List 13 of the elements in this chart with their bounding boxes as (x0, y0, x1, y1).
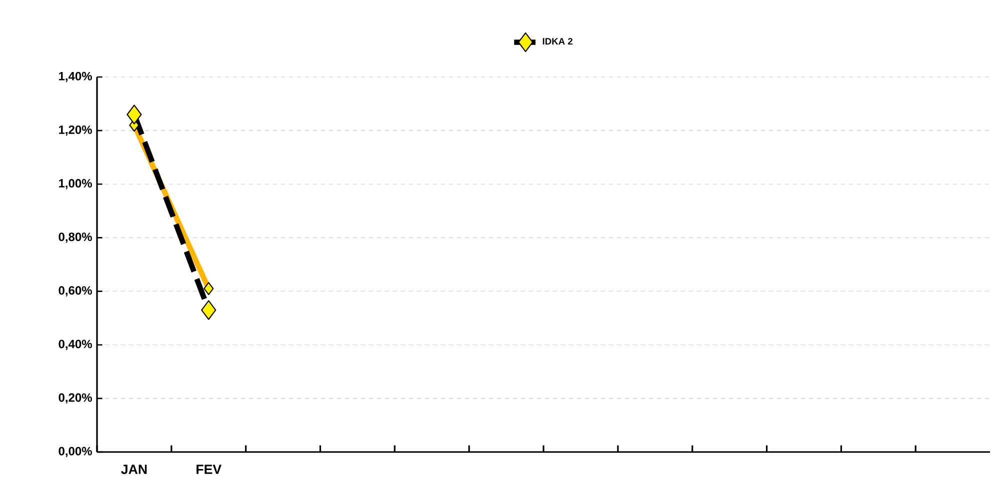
y-tick-label: 0,60% (58, 286, 92, 296)
y-tick-label: 1,20% (59, 125, 92, 136)
legend-label: IDKA 2 (542, 38, 572, 44)
x-tick-label: FEV (196, 464, 222, 474)
y-tick-label: 0,20% (58, 393, 92, 404)
point (126, 104, 142, 124)
x-tick-label: JAN (121, 464, 147, 474)
y-tick-label: 0,40% (58, 340, 92, 350)
y-tick-label: 0,80% (58, 232, 92, 243)
y-tick-label: 0,00% (58, 446, 92, 458)
y-tick-label: 1,40% (59, 72, 92, 82)
point (201, 300, 216, 320)
y-tick-label: 1,00% (59, 179, 92, 190)
